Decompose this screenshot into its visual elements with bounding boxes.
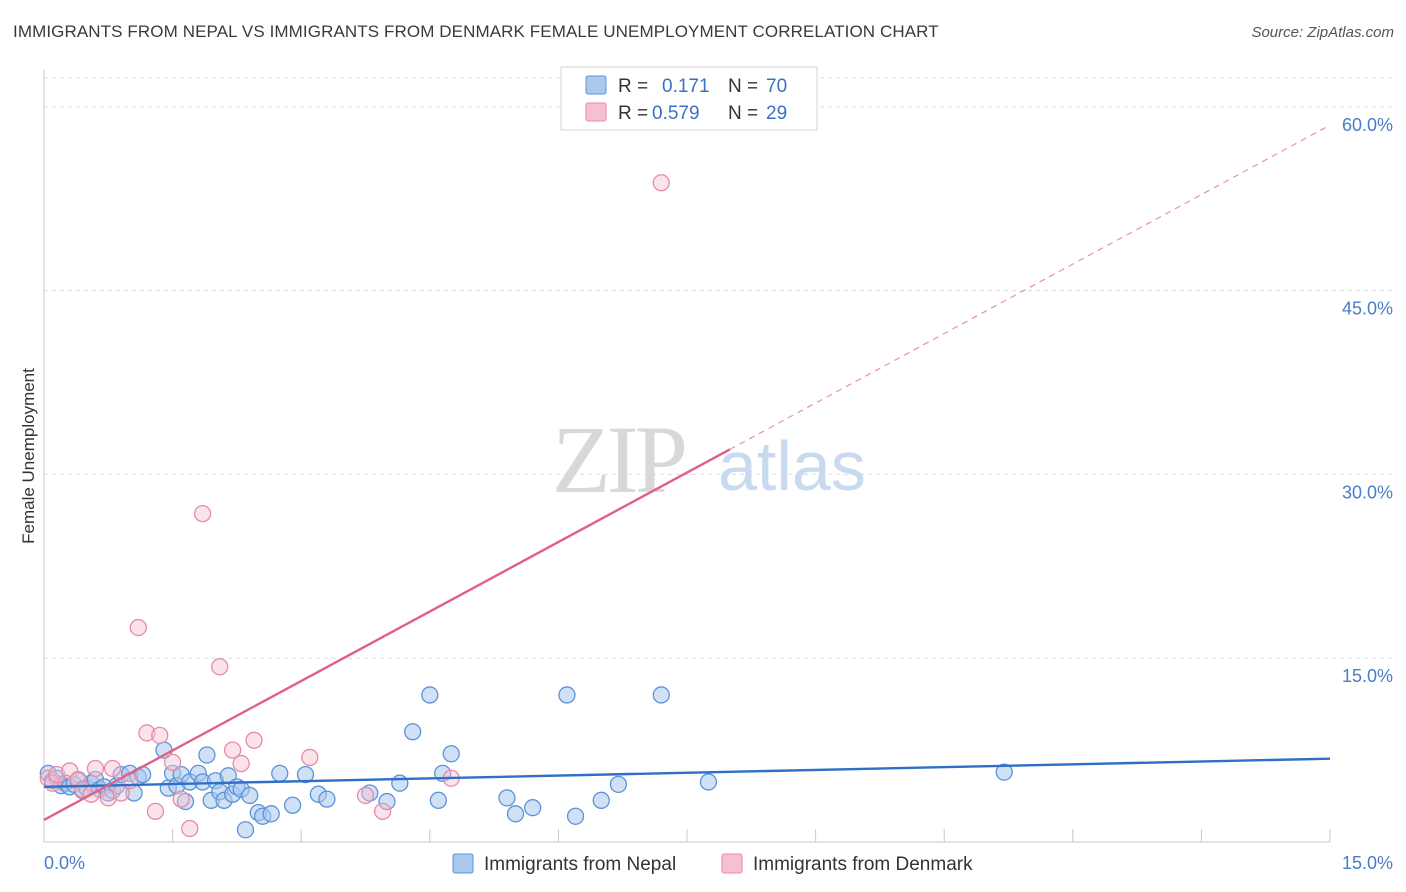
nepal-point — [378, 792, 396, 811]
x-tick-label: 15.0% — [1342, 853, 1393, 873]
watermark-zip: ZIP — [552, 406, 685, 513]
legend-nepal-n-label: N = — [728, 76, 758, 97]
nepal-trend-line — [43, 757, 1331, 789]
nepal-point — [442, 745, 460, 763]
series-legend: Immigrants from Nepal Immigrants from De… — [452, 853, 973, 875]
nepal-point — [995, 763, 1013, 781]
nepal-point — [236, 821, 255, 839]
nepal-point — [404, 723, 422, 741]
nepal-point — [609, 775, 628, 794]
data-points — [39, 174, 1013, 839]
denmark-point — [129, 618, 147, 637]
nepal-point — [498, 789, 516, 807]
nepal-point — [506, 805, 525, 823]
nepal-point — [429, 791, 448, 809]
nepal-point — [296, 765, 315, 784]
denmark-point — [86, 759, 105, 778]
denmark-point — [172, 790, 190, 808]
nepal-point — [318, 790, 336, 808]
nepal-point — [524, 799, 542, 817]
denmark-point — [163, 753, 182, 771]
legend-nepal-n-value: 70 — [766, 76, 787, 97]
denmark-point — [48, 765, 66, 784]
denmark-point — [356, 786, 375, 805]
x-tick-label: 0.0% — [44, 853, 85, 873]
denmark-point — [373, 802, 392, 821]
stats-legend: R = 0.171 N = 70 R = 0.579 N = 29 — [560, 66, 818, 131]
bottom-legend-swatch-denmark — [721, 853, 743, 874]
denmark-point — [151, 726, 169, 745]
nepal-point — [699, 773, 718, 791]
nepal-point — [566, 807, 585, 825]
denmark-trend-line-extension — [729, 124, 1331, 450]
chart-title: IMMIGRANTS FROM NEPAL VS IMMIGRANTS FROM… — [13, 22, 939, 41]
nepal-point — [283, 796, 302, 814]
legend-swatch-nepal — [585, 75, 607, 95]
denmark-point — [146, 802, 165, 821]
denmark-point — [245, 731, 263, 749]
legend-denmark-n-label: N = — [728, 103, 758, 124]
bottom-legend-swatch-nepal — [452, 853, 474, 874]
denmark-point — [211, 658, 229, 676]
denmark-point — [138, 724, 156, 742]
y-tick-label: 15.0% — [1342, 666, 1393, 686]
source-credit: Source: ZipAtlas.com — [1251, 24, 1394, 41]
denmark-point — [103, 759, 122, 778]
bottom-legend-denmark: Immigrants from Denmark — [753, 854, 973, 875]
y-tick-label: 60.0% — [1342, 115, 1393, 135]
nepal-point — [262, 805, 280, 823]
denmark-point — [99, 789, 117, 807]
denmark-point — [121, 772, 139, 790]
legend-denmark-n-value: 29 — [766, 103, 787, 124]
denmark-point — [181, 819, 199, 838]
denmark-point — [223, 741, 242, 759]
grid — [44, 77, 1392, 659]
watermark: ZIP atlas — [552, 406, 866, 513]
legend-nepal-r-value: 0.171 — [662, 76, 710, 97]
nepal-point — [592, 791, 610, 809]
nepal-point — [421, 686, 439, 704]
axes: 15.0% 30.0% 45.0% 60.0% 0.0% 15.0% — [43, 70, 1393, 873]
denmark-point — [69, 770, 87, 789]
y-tick-label: 45.0% — [1342, 299, 1393, 319]
denmark-point — [652, 174, 670, 192]
trend-lines — [43, 124, 1331, 821]
bottom-legend-nepal: Immigrants from Nepal — [484, 854, 676, 875]
y-tick-label: 30.0% — [1342, 482, 1393, 502]
nepal-point — [391, 774, 409, 792]
denmark-point — [193, 504, 212, 523]
legend-denmark-r-value: 0.579 — [652, 103, 700, 124]
denmark-point — [301, 748, 319, 767]
nepal-point — [241, 786, 259, 805]
denmark-point — [232, 754, 250, 773]
legend-denmark-r-label: R = — [618, 103, 648, 124]
nepal-point — [198, 746, 216, 764]
y-axis-title: Female Unemployment — [19, 368, 38, 544]
legend-nepal-r-label: R = — [618, 76, 648, 97]
watermark-atlas: atlas — [718, 427, 866, 505]
nepal-point — [271, 764, 289, 783]
nepal-point — [652, 686, 670, 704]
nepal-point — [558, 686, 576, 704]
denmark-trend-line — [43, 448, 731, 821]
legend-swatch-denmark — [585, 102, 607, 122]
